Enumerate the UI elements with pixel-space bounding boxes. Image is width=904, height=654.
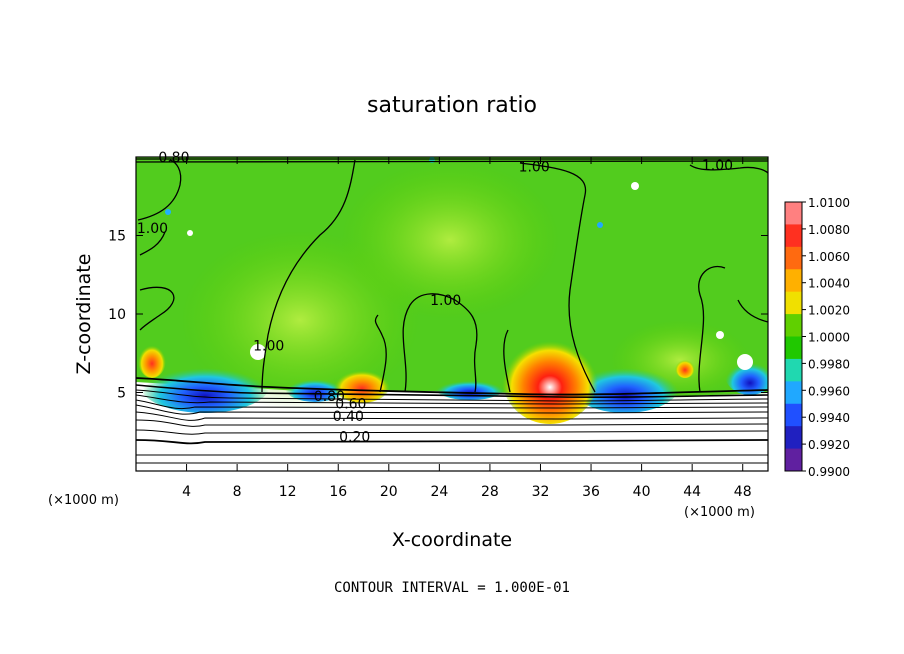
contour-label: 0.80	[158, 150, 189, 166]
colorbar-swatch	[785, 291, 802, 315]
colorbar-tick-label: 1.0020	[808, 304, 850, 318]
plot-field	[136, 157, 768, 471]
x-unit-left: (×1000 m)	[48, 493, 119, 508]
x-tick-label: 40	[633, 484, 651, 500]
colorbar-swatch	[785, 381, 802, 405]
x-tick-label: 44	[683, 484, 701, 500]
x-axis-ticks: 4 8 12 16 20 24 28 32 36 40 44 48	[182, 157, 752, 500]
supersaturation-anomaly	[502, 332, 598, 424]
contour-label: 1.00	[519, 160, 550, 176]
contour-label: 0.60	[335, 397, 366, 413]
colorbar-swatch	[785, 246, 802, 270]
x-axis-label: X-coordinate	[392, 529, 512, 551]
colorbar-swatch	[785, 448, 802, 472]
colorbar: 1.0100 1.0080 1.0060 1.0040 1.0020 1.0000 0.99…	[784, 196, 850, 479]
colorbar-tick-label: 0.9920	[808, 438, 850, 452]
colorbar-tick-label: 1.0080	[808, 223, 850, 237]
dry-anomaly	[725, 355, 768, 395]
chart-title: saturation ratio	[367, 93, 537, 118]
x-unit-right: (×1000 m)	[684, 505, 755, 520]
colorbar-tick-label: 1.0040	[808, 277, 850, 291]
colorbar-swatch	[785, 403, 802, 427]
y-axis-ticks: 5 10 15	[108, 229, 768, 402]
colorbar-tick-label: 1.0060	[808, 250, 850, 264]
y-tick-label: 10	[108, 307, 126, 323]
contour-labels: 0.801.00 1.001.001.001.000.800.600.400.20	[137, 150, 733, 446]
colorbar-tick-label: 0.9960	[808, 384, 850, 398]
contour-label: 0.80	[314, 389, 345, 405]
x-tick-label: 32	[532, 484, 550, 500]
x-tick-label: 36	[582, 484, 600, 500]
colorbar-tick-label: 0.9940	[808, 411, 850, 425]
y-tick-label: 5	[117, 386, 126, 402]
colorbar-tick-label: 1.0100	[808, 196, 850, 210]
colorbar-tick-label: 0.9980	[808, 357, 850, 371]
x-tick-label: 24	[430, 484, 448, 500]
contour-lines	[136, 158, 768, 393]
x-tick-label: 4	[182, 484, 191, 500]
contour-label: 1.00	[253, 339, 284, 355]
contour-label: 1.00	[430, 293, 461, 309]
supersaturation-anomaly	[675, 358, 695, 378]
dry-anomaly	[140, 357, 270, 413]
x-tick-label: 20	[380, 484, 398, 500]
lower-contours	[136, 377, 768, 464]
x-tick-label: 12	[279, 484, 297, 500]
contour-label: 0.40	[333, 409, 364, 425]
x-tick-label: 16	[329, 484, 347, 500]
contour-interval-note: CONTOUR INTERVAL = 1.000E-01	[334, 580, 570, 596]
contour-label: 1.00	[702, 158, 733, 174]
colorbar-swatch	[785, 336, 802, 360]
colorbar-swatch	[785, 314, 802, 337]
contour-label: 1.00	[137, 221, 168, 237]
colorbar-swatch	[785, 202, 802, 225]
colorbar-swatch	[785, 269, 802, 293]
x-tick-label: 48	[734, 484, 752, 500]
y-tick-label: 15	[108, 229, 126, 245]
colorbar-swatch	[785, 358, 802, 382]
dry-anomaly	[570, 357, 680, 413]
colorbar-swatch	[785, 426, 802, 450]
colorbar-tick-label: 1.0000	[808, 331, 850, 345]
x-tick-label: 28	[481, 484, 499, 500]
x-tick-label: 8	[233, 484, 242, 500]
contour-label: 0.20	[339, 430, 370, 446]
y-axis-label: Z-coordinate	[73, 254, 95, 375]
supersaturation-anomaly	[138, 342, 166, 378]
colorbar-tick-label: 0.9900	[808, 465, 850, 479]
colorbar-swatch	[785, 224, 802, 248]
